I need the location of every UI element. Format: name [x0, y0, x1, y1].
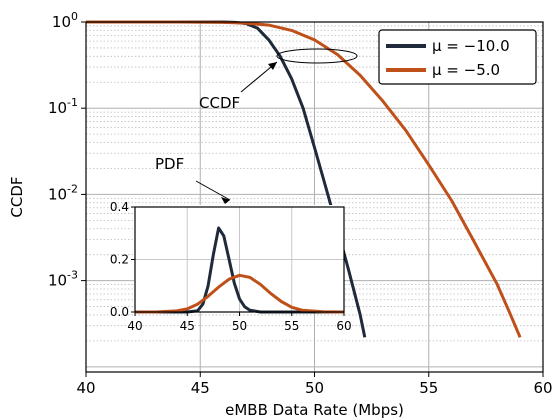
pdf-annotation-arrowhead: [221, 197, 230, 204]
x-tick-label: 60: [533, 379, 552, 397]
inset-series-line-0: [135, 226, 344, 314]
inset-tick-labels: 40 45 50 55 60 0.0 0.2 0.4: [110, 200, 352, 333]
inset-x-tick-label: 60: [336, 319, 351, 333]
inset-x-tick-label: 45: [180, 319, 195, 333]
inset-x-tick-label: 55: [284, 319, 299, 333]
y-axis-label: CCDF: [8, 176, 26, 217]
ccdf-annotation-ellipse: [276, 48, 358, 64]
x-axis-label: eMBB Data Rate (Mbps): [225, 401, 404, 419]
pdf-annotation-arrow: [195, 180, 231, 201]
ccdf-annotation-arrowhead: [268, 62, 277, 70]
main-tick-labels: 40 45 50 55 60 100 10-1 10-2 10-3: [48, 10, 553, 397]
x-tick-label: 45: [191, 379, 210, 397]
x-tick-label: 55: [419, 379, 438, 397]
inset-series-line-1: [135, 273, 345, 314]
inset-y-tick-label: 0.2: [110, 253, 129, 267]
x-tick-label: 50: [305, 379, 324, 397]
legend-label-mu-5: μ = −5.0: [432, 61, 500, 79]
y-tick-label: 10-1: [48, 96, 78, 117]
inset-x-tick-label: 50: [232, 319, 247, 333]
legend-label-mu-10: μ = −10.0: [432, 37, 510, 55]
inset-y-tick-label: 0.4: [110, 200, 129, 214]
y-tick-label: 10-2: [48, 182, 78, 203]
legend: μ = −10.0 μ = −5.0: [378, 29, 537, 85]
inset-y-tick-label: 0.0: [110, 305, 129, 319]
x-tick-label: 40: [76, 379, 95, 397]
ccdf-annotation-label: CCDF: [199, 94, 240, 112]
y-tick-label: 100: [52, 10, 78, 31]
inset-series: [135, 226, 345, 314]
y-tick-label: 10-3: [48, 269, 78, 290]
series-line-1: [86, 20, 522, 338]
pdf-annotation-label: PDF: [155, 155, 184, 173]
inset-x-tick-label: 40: [127, 319, 142, 333]
